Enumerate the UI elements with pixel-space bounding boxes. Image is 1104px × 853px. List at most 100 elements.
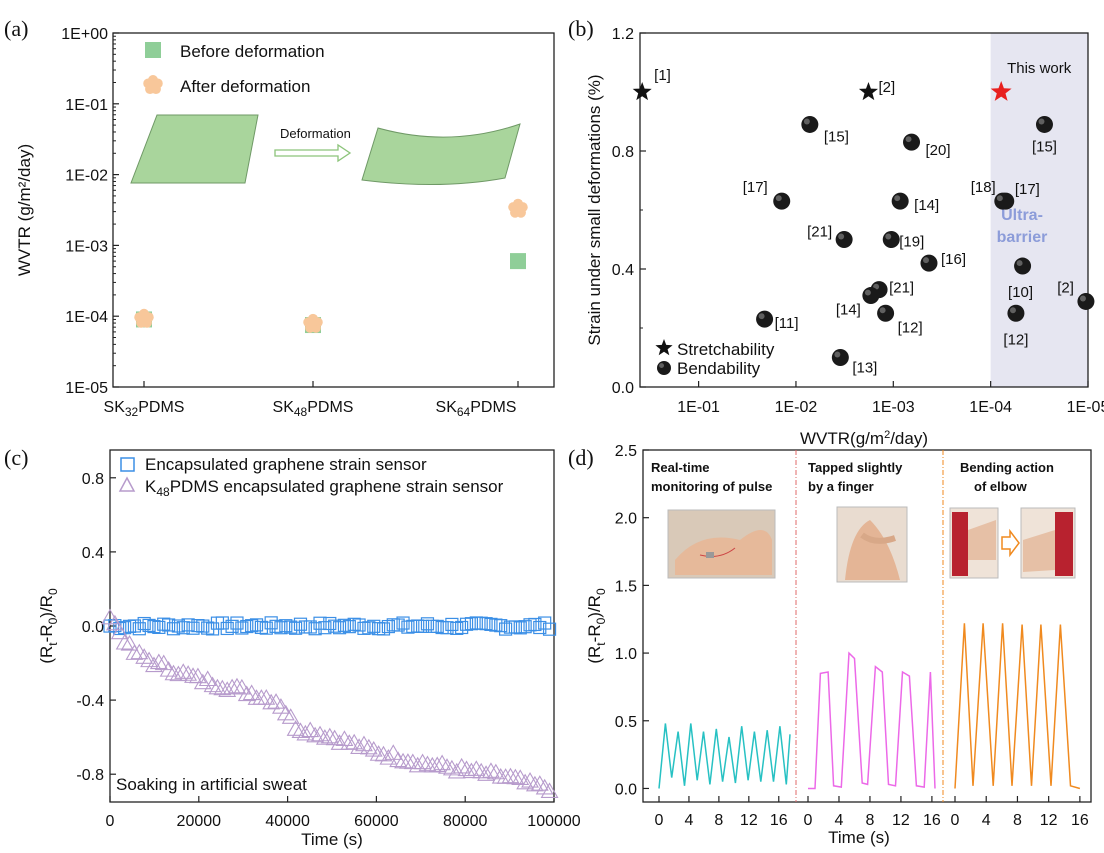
sphere-body — [920, 254, 938, 272]
k48-sensor-point — [477, 765, 496, 781]
sphere-highlight — [905, 136, 912, 143]
petal-center — [514, 204, 522, 213]
bendability-point — [862, 287, 880, 305]
encapsulated-sensor-point — [542, 622, 557, 636]
legend-label-stretchability: Stretchability — [677, 340, 775, 359]
label-part: /day) — [890, 429, 928, 448]
sphere-highlight — [1016, 260, 1023, 267]
sphere-highlight — [775, 195, 782, 202]
sphere-body — [903, 133, 921, 151]
sphere-body — [756, 310, 774, 328]
deformation-arrow-icon — [274, 143, 352, 163]
this-work-label: This work — [1007, 60, 1072, 77]
encapsulated-sensor-point — [342, 620, 356, 634]
sphere-body — [994, 192, 1012, 210]
stretchability-point — [858, 82, 878, 101]
x-tick-label-a: SK64PDMS — [436, 399, 517, 419]
encapsulated-sensor-point — [259, 621, 273, 635]
k48-sensor-point — [521, 771, 539, 788]
plot-marks-c — [101, 608, 559, 798]
label-sub: 32 — [125, 405, 139, 419]
encapsulated-sensor-point — [201, 621, 215, 635]
point-label-b: [16] — [941, 251, 966, 268]
bent-sheet-illustration — [361, 123, 521, 186]
x-axis-label-b: WVTR(g/m2/day) — [800, 429, 928, 448]
sphere-highlight — [659, 363, 664, 368]
bendability-point — [835, 231, 853, 248]
k48-sensor-point — [320, 727, 339, 744]
point-label-b: [19] — [899, 234, 924, 251]
y-tick-label-a: 1E-02 — [65, 168, 108, 185]
sphere-highlight — [758, 313, 765, 320]
x-axis-label-d: Time (s) — [828, 828, 890, 847]
x-axis-label-c: Time (s) — [301, 830, 363, 849]
point-label-b: [2] — [878, 79, 895, 96]
encapsulated-sensor-point — [142, 618, 156, 633]
panel-label-a: (a) — [4, 16, 28, 41]
y-tick-label-b: 0.8 — [612, 144, 634, 161]
plot-marks-b: [1] [2] [15] [20] [17] [14] [18] [21] [19] [16] [2… — [632, 60, 1095, 377]
sphere-highlight — [803, 118, 810, 125]
x-tick-label-b: 1E-05 — [1067, 399, 1104, 416]
y-axis-a: 1E-05 1E-04 1E-03 1E-02 1E-01 1E+00 — [61, 26, 119, 397]
petal-center — [140, 314, 148, 323]
stretchability-point — [632, 82, 652, 101]
k48-sensor-point — [291, 722, 310, 738]
k48-sensor-point — [115, 633, 134, 650]
k48-sensor-point — [408, 756, 427, 773]
point-label-b: [17] — [1015, 181, 1040, 198]
y-tick-label-d: 0.0 — [615, 781, 637, 798]
k48-sensor-point — [335, 730, 354, 746]
point-label-b: [2] — [1057, 279, 1074, 296]
k48-sensor-point — [540, 782, 559, 798]
k48-sensor-point — [384, 744, 403, 760]
panel-b: (b) Ultra-barrier 0.00.40.81.2 1E-01 1E-0… — [568, 16, 1104, 448]
legend-label-k48: K48PDMS encapsulated graphene strain sen… — [145, 477, 504, 499]
label-sub: 64 — [457, 405, 471, 419]
y-tick-label-a: 1E-03 — [65, 238, 108, 255]
legend-label-bendability: Bendability — [677, 359, 761, 378]
encapsulated-sensor-point — [430, 619, 444, 633]
x-tick-label-d: 12 — [892, 812, 910, 829]
label-part: PDMS — [307, 399, 353, 416]
encapsulated-sensor-point — [401, 620, 415, 634]
label-part: (R — [37, 646, 56, 664]
encapsulated-sensor-point — [152, 620, 166, 634]
encapsulated-sensor-point — [376, 622, 391, 636]
encapsulated-sensor-point — [318, 621, 332, 635]
k48-sensor-point — [306, 726, 325, 743]
encapsulated-sensor-point — [508, 620, 522, 634]
bendability-point — [882, 231, 900, 248]
encapsulated-sensor-point — [254, 620, 269, 635]
x-tick-label-c: 20000 — [177, 813, 222, 830]
k48-sensor-point — [271, 698, 290, 714]
panel-label-d: (d) — [568, 445, 594, 470]
x-tick-label-d: 0 — [951, 812, 960, 829]
sphere-highlight — [834, 351, 841, 358]
sphere-body — [831, 349, 849, 366]
encapsulated-sensor-point — [137, 616, 151, 631]
encapsulated-sensor-point — [225, 619, 239, 633]
k48-sensor-point — [232, 678, 251, 695]
signal-line-segment-3 — [954, 623, 1081, 790]
label-part: -R — [585, 624, 604, 642]
label-part: )/R — [585, 595, 604, 618]
plot-frame-a — [112, 32, 555, 388]
label-part: 0 — [594, 617, 608, 624]
k48-sensor-point — [389, 751, 408, 768]
k48-sensor-point — [535, 778, 554, 795]
k48-sensor-point — [501, 767, 520, 784]
bendability-point — [831, 349, 849, 366]
sphere-body — [1035, 115, 1053, 133]
encapsulated-sensor-point — [293, 617, 308, 631]
encapsulated-sensor-point — [415, 619, 430, 633]
encapsulated-sensor-point — [230, 616, 244, 630]
label-part: PDMS — [138, 399, 184, 416]
y-tick-label-a: 1E-05 — [65, 380, 108, 397]
encapsulated-sensor-point — [235, 621, 249, 635]
encapsulated-sensor-point — [113, 621, 127, 636]
k48-sensor-point — [281, 708, 300, 724]
encapsulated-sensor-point — [533, 620, 547, 635]
ultra-barrier-label: Ultra-barrier — [997, 207, 1048, 246]
k48-sensor-point — [179, 665, 198, 681]
